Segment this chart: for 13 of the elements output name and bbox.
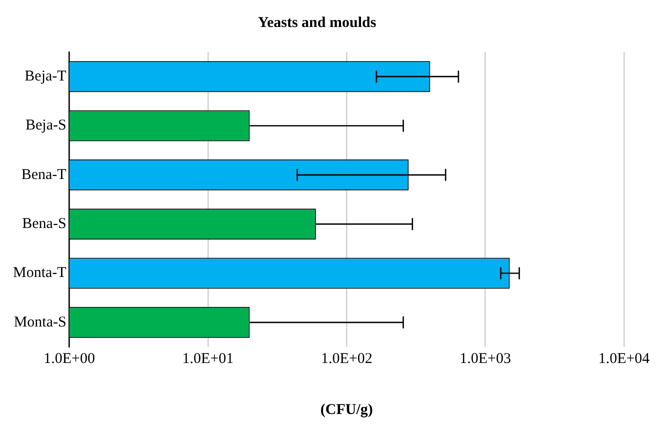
- x-axis-title: (CFU/g): [320, 402, 373, 418]
- y-tick-label: Beja-T: [24, 68, 66, 85]
- x-tick-label: 1.0E+01: [182, 350, 234, 367]
- x-tick-label: 1.0E+03: [460, 350, 512, 367]
- x-tick-label: 1.0E+04: [598, 350, 650, 367]
- x-tick-label: 1.0E+02: [320, 350, 372, 367]
- y-tick-label: Bena-S: [22, 216, 66, 232]
- x-tick-label: 1.0E+00: [44, 350, 96, 367]
- y-tick-label: Monta-S: [14, 314, 66, 330]
- chart-title: Yeasts and moulds: [258, 14, 376, 31]
- y-tick-label: Monta-T: [12, 265, 66, 282]
- y-tick-label: Bena-T: [21, 166, 66, 183]
- y-tick-label: Beja-S: [25, 118, 66, 134]
